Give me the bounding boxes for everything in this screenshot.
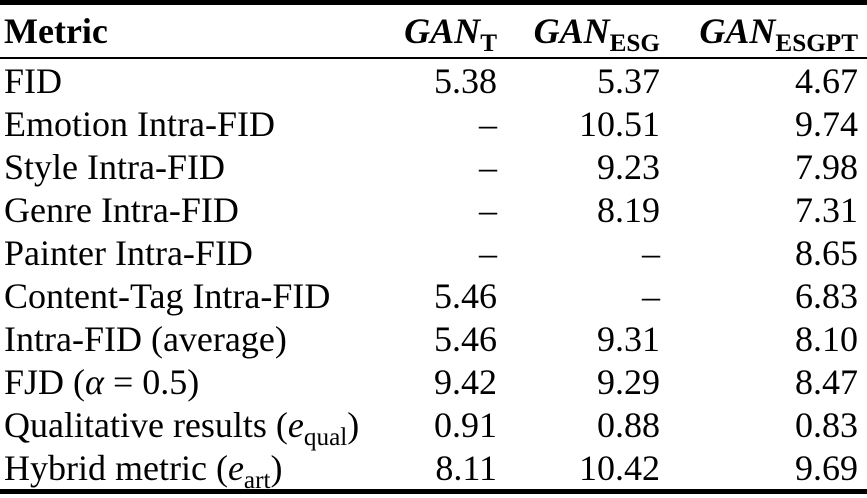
value-cell: 0.88 — [597, 404, 660, 445]
table-row: Style Intra-FID – 9.23 7.98 — [0, 145, 867, 188]
table-header: Metric GANT GANESG GANESGPT — [0, 2, 867, 59]
value-cell: – — [642, 232, 660, 273]
value-cell: 8.47 — [795, 361, 858, 402]
value-cell: 8.10 — [795, 318, 858, 359]
value-cell: 5.38 — [434, 60, 497, 101]
metric-cell: FJD (α = 0.5) — [4, 361, 200, 402]
value-cell: 5.46 — [434, 275, 497, 316]
model-name: GAN — [699, 11, 776, 51]
value-cell: 4.67 — [795, 60, 858, 101]
value-cell: – — [479, 232, 497, 273]
value-cell: – — [479, 103, 497, 144]
header-gan-esg: GANESG — [497, 2, 660, 59]
value-cell: 9.23 — [597, 146, 660, 187]
value-cell: – — [642, 275, 660, 316]
metric-cell: Painter Intra-FID — [4, 232, 253, 273]
header-metric: Metric — [0, 2, 380, 59]
model-name: GAN — [404, 11, 481, 51]
table-row: Genre Intra-FID – 8.19 7.31 — [0, 188, 867, 231]
value-cell: 8.19 — [597, 189, 660, 230]
value-cell: 7.98 — [795, 146, 858, 187]
value-cell: 0.91 — [434, 404, 497, 445]
value-cell: 9.31 — [597, 318, 660, 359]
metric-cell: Intra-FID (average) — [4, 318, 287, 359]
value-cell: 7.31 — [795, 189, 858, 230]
model-subscript: ESGPT — [775, 30, 858, 58]
value-cell: 0.83 — [795, 404, 858, 445]
value-cell: 9.74 — [795, 103, 858, 144]
metric-cell: Emotion Intra-FID — [4, 103, 275, 144]
model-name: GAN — [533, 11, 610, 51]
metric-cell: Style Intra-FID — [4, 146, 225, 187]
table-row: Intra-FID (average) 5.46 9.31 8.10 — [0, 317, 867, 360]
value-cell: – — [479, 189, 497, 230]
value-cell: 10.51 — [579, 103, 660, 144]
value-cell: 8.11 — [435, 447, 497, 488]
table-row: Hybrid metric (eart) 8.11 10.42 9.69 — [0, 446, 867, 494]
metric-cell: Hybrid metric (eart) — [4, 447, 283, 494]
value-cell: 9.29 — [597, 361, 660, 402]
table-row: FID 5.38 5.37 4.67 — [0, 58, 867, 102]
value-cell: 8.65 — [795, 232, 858, 273]
header-gan-t: GANT — [380, 2, 497, 59]
math-variable: e — [287, 404, 304, 445]
table-row: Content-Tag Intra-FID 5.46 – 6.83 — [0, 274, 867, 317]
math-variable: α — [85, 361, 104, 402]
value-cell: – — [479, 146, 497, 187]
metric-cell: Qualitative results (equal) — [4, 404, 360, 451]
metric-cell: FID — [4, 60, 63, 101]
table-row: FJD (α = 0.5) 9.42 9.29 8.47 — [0, 360, 867, 403]
model-subscript: ESG — [609, 30, 660, 58]
metric-cell: Genre Intra-FID — [4, 189, 239, 230]
value-cell: 5.46 — [434, 318, 497, 359]
model-subscript: T — [480, 30, 497, 58]
math-variable: e — [227, 447, 244, 488]
metric-subscript: qual — [303, 423, 348, 451]
header-gan-esgpt: GANESGPT — [660, 2, 867, 59]
metric-cell: Content-Tag Intra-FID — [4, 275, 331, 316]
value-cell: 9.42 — [434, 361, 497, 402]
value-cell: 6.83 — [795, 275, 858, 316]
table-body: FID 5.38 5.37 4.67 Emotion Intra-FID –10.51 9.… — [0, 58, 867, 494]
value-cell: 5.37 — [597, 60, 660, 101]
metric-subscript: art — [243, 466, 271, 494]
table-row: Qualitative results (equal) 0.91 0.88 0.83 — [0, 403, 867, 451]
value-cell: 10.42 — [579, 447, 660, 488]
value-cell: 9.69 — [795, 447, 858, 488]
header-row: Metric GANT GANESG GANESGPT — [0, 2, 867, 59]
table-row: Emotion Intra-FID – 10.51 9.74 — [0, 102, 867, 145]
table-row: Painter Intra-FID – – 8.65 — [0, 231, 867, 274]
